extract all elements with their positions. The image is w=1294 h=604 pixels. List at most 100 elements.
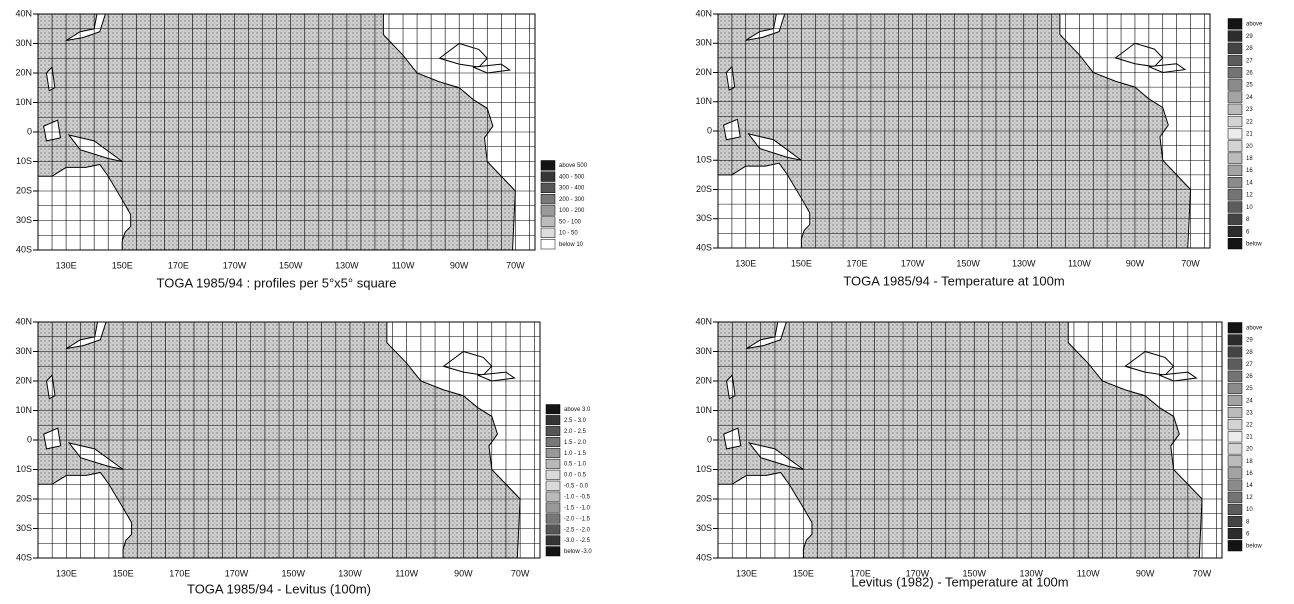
legend-swatch xyxy=(1228,335,1242,346)
lat-label: 10S xyxy=(16,464,32,474)
legend-label: below 10 xyxy=(559,242,584,248)
legend-swatch xyxy=(1228,480,1242,491)
legend-swatch xyxy=(1228,347,1242,358)
legend-swatch xyxy=(1228,238,1242,249)
legend-label: above xyxy=(1246,326,1263,332)
legend-label: 10 - 50 xyxy=(559,231,578,237)
legend-label: 21 xyxy=(1246,435,1253,441)
legend-swatch xyxy=(546,547,560,556)
lat-label: 30S xyxy=(696,523,712,533)
legend-swatch xyxy=(1228,55,1242,66)
lat-label: 30S xyxy=(16,215,32,225)
lat-label: 0 xyxy=(27,126,32,136)
legend-label: -3.0 - -2.5 xyxy=(564,538,591,544)
legend-label: 25 xyxy=(1246,83,1253,89)
legend-swatch xyxy=(1228,516,1242,527)
legend-label: 8 xyxy=(1246,519,1250,525)
legend-swatch xyxy=(1228,419,1242,430)
legend-swatch xyxy=(546,492,560,501)
legend-swatch xyxy=(541,228,555,238)
legend-swatch xyxy=(541,239,555,249)
legend-label: 400 - 500 xyxy=(559,174,585,180)
lon-label: 150W xyxy=(281,568,305,578)
legend-label: 1.5 - 2.0 xyxy=(564,440,587,446)
lat-label: 20S xyxy=(696,184,712,194)
lat-label: 40N xyxy=(695,316,712,326)
legend-swatch xyxy=(1228,31,1242,42)
legend-swatch xyxy=(1228,141,1242,152)
legend-label: 6 xyxy=(1246,531,1250,537)
legend-swatch xyxy=(1228,43,1242,54)
lat-label: 30N xyxy=(15,346,32,356)
legend-label: 14 xyxy=(1246,180,1253,186)
legend-swatch xyxy=(1228,468,1242,479)
legend-label: 50 - 100 xyxy=(559,219,582,225)
panel-title: TOGA 1985/94 - Temperature at 100m xyxy=(843,273,1064,288)
legend-label: 12 xyxy=(1246,495,1253,501)
legend-label: 23 xyxy=(1246,107,1253,113)
legend-label: 18 xyxy=(1246,156,1253,162)
lat-label: 10S xyxy=(16,156,32,166)
lon-label: 130E xyxy=(736,568,757,578)
lon-label: 170W xyxy=(223,260,247,270)
lat-label: 20N xyxy=(695,67,712,77)
legend-swatch xyxy=(541,161,555,171)
lon-label: 110W xyxy=(1077,568,1100,578)
lon-label: 150E xyxy=(112,260,133,270)
legend-label: 22 xyxy=(1246,422,1253,428)
legend-label: 24 xyxy=(1246,95,1253,101)
legend-swatch xyxy=(1228,214,1242,225)
legend-label: 0.5 - 1.0 xyxy=(564,462,587,468)
lon-label: 110W xyxy=(392,260,415,270)
lon-label: 130W xyxy=(335,260,359,270)
legend-label: 18 xyxy=(1246,459,1253,465)
legend-label: 8 xyxy=(1246,217,1250,223)
legend-swatch xyxy=(546,426,560,435)
legend-swatch xyxy=(1228,80,1242,91)
legend-swatch xyxy=(1228,189,1242,200)
legend-swatch xyxy=(541,217,555,227)
legend-label: 200 - 300 xyxy=(559,197,585,203)
lon-label: 70W xyxy=(511,568,530,578)
lon-label: 150E xyxy=(791,258,812,268)
legend-label: 22 xyxy=(1246,119,1253,125)
legend-swatch xyxy=(546,459,560,468)
lon-label: 130E xyxy=(56,568,77,578)
legend-swatch xyxy=(1228,153,1242,164)
legend-swatch xyxy=(1228,528,1242,539)
lat-label: 30S xyxy=(16,523,32,533)
lon-label: 170W xyxy=(901,258,925,268)
legend-swatch xyxy=(546,514,560,523)
lat-label: 10N xyxy=(15,405,32,415)
lat-label: 40N xyxy=(15,316,32,326)
legend-label: 27 xyxy=(1246,58,1253,64)
lon-label: 90W xyxy=(1136,568,1155,578)
lon-label: 90W xyxy=(450,260,469,270)
legend-label: 2.0 - 2.5 xyxy=(564,429,587,435)
legend-label: -1.0 - -0.5 xyxy=(564,494,591,500)
lon-label: 70W xyxy=(1193,568,1212,578)
panel-title: Levitus (1982) - Temperature at 100m xyxy=(851,574,1068,589)
legend-label: below -3.0 xyxy=(564,549,592,555)
legend-label: above 500 xyxy=(559,163,588,169)
legend-label: below xyxy=(1246,544,1262,550)
panel-title: TOGA 1985/94 - Levitus (100m) xyxy=(187,581,371,596)
lat-label: 20N xyxy=(695,375,712,385)
lon-label: 170E xyxy=(169,568,190,578)
legend-swatch xyxy=(1228,177,1242,188)
legend-label: 14 xyxy=(1246,483,1253,489)
legend-swatch xyxy=(546,470,560,479)
lat-label: 10N xyxy=(695,405,712,415)
legend-label: 29 xyxy=(1246,338,1253,344)
lat-label: 10N xyxy=(15,97,32,107)
lon-label: 130E xyxy=(56,260,77,270)
lat-label: 10S xyxy=(696,155,712,165)
legend-label: above 3.0 xyxy=(564,407,591,413)
legend-swatch xyxy=(1228,165,1242,176)
panel-title: TOGA 1985/94 : profiles per 5°x5° square xyxy=(157,275,397,290)
legend-label: 300 - 400 xyxy=(559,186,585,192)
legend-swatch xyxy=(541,206,555,216)
lat-label: 30N xyxy=(695,38,712,48)
